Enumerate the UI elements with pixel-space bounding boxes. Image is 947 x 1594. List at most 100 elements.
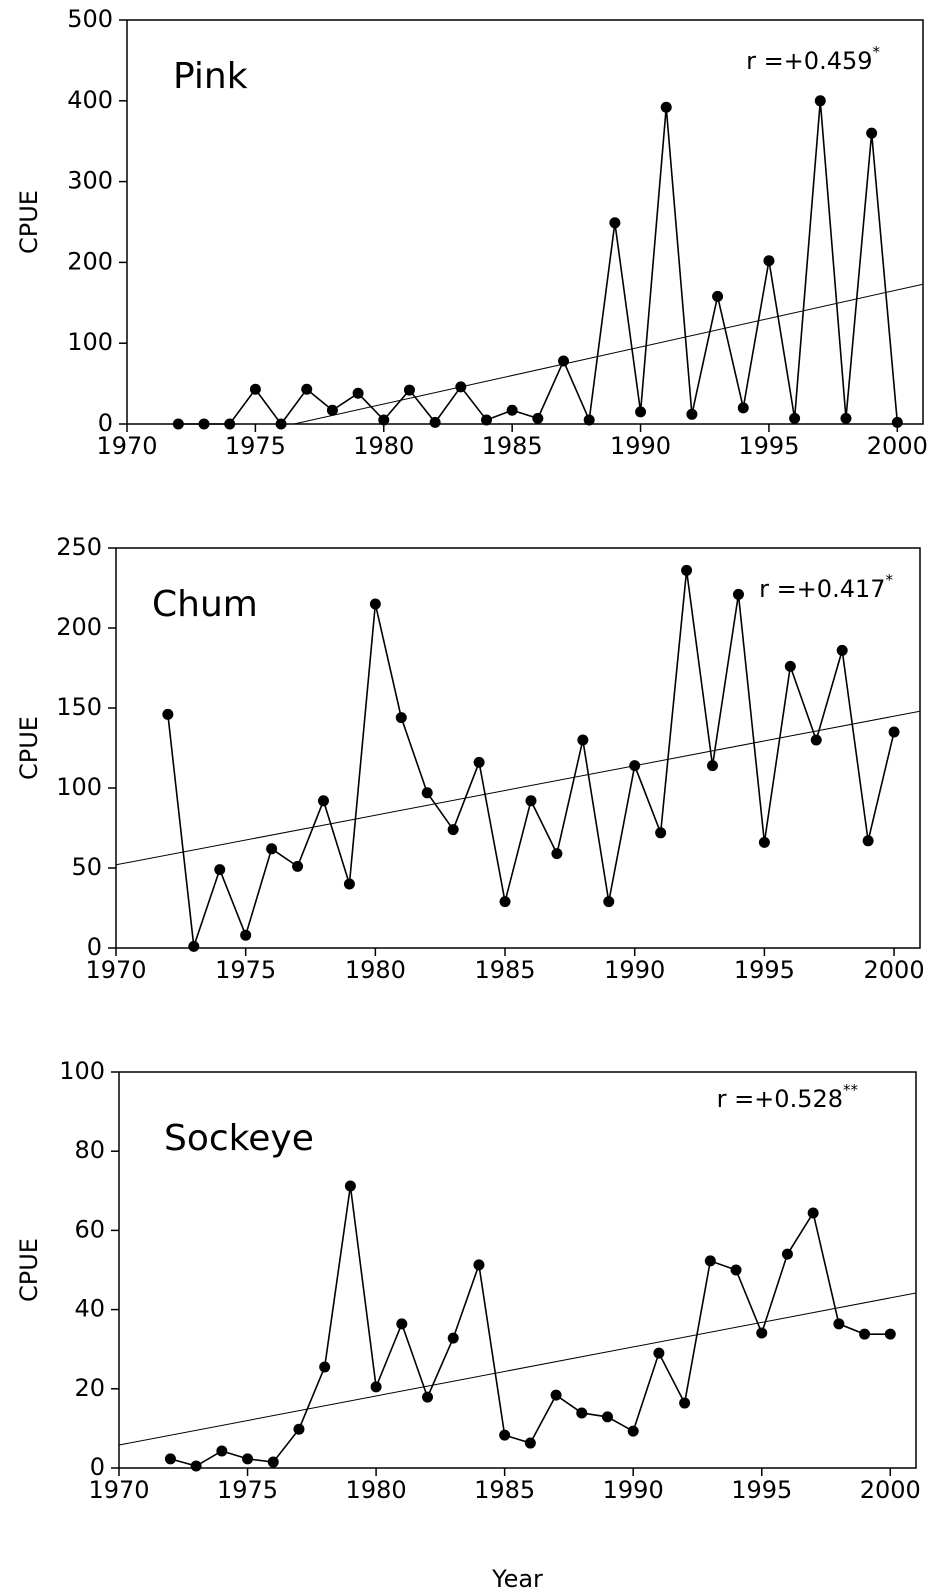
x-tick-label: 1975	[217, 1476, 278, 1504]
x-tick-label: 1990	[610, 432, 671, 460]
data-point	[422, 1391, 434, 1403]
y-axis-label: CPUE	[15, 1238, 43, 1302]
data-point	[840, 412, 852, 424]
x-tick-label: 1995	[738, 432, 799, 460]
y-tick-label: 300	[67, 167, 113, 195]
y-tick-label: 100	[59, 1057, 105, 1085]
y-tick-label: 60	[74, 1215, 105, 1243]
data-point	[447, 1332, 459, 1344]
data-point	[532, 412, 544, 424]
plot-frame	[118, 1071, 917, 1469]
data-point	[833, 1318, 845, 1330]
data-point	[732, 588, 744, 600]
data-point	[378, 414, 390, 426]
y-tick-label: 150	[56, 693, 102, 721]
data-point	[789, 412, 801, 424]
data-point	[480, 414, 492, 426]
plot-frame	[115, 547, 921, 949]
plot-frame	[126, 19, 924, 425]
x-tick-label: 1970	[88, 1476, 149, 1504]
x-tick-label: 1985	[474, 956, 535, 984]
x-tick-label: 1975	[215, 956, 276, 984]
data-point	[551, 848, 563, 860]
x-tick-label: 1985	[474, 1476, 535, 1504]
correlation-value: r =+0.417	[759, 575, 885, 603]
data-point	[326, 404, 338, 416]
trend-line	[115, 710, 921, 866]
x-axis-label: Year	[491, 1565, 543, 1593]
correlation-annotation: r =+0.417*	[759, 571, 893, 604]
x-tick-label: 1970	[96, 432, 157, 460]
data-point	[525, 795, 537, 807]
data-point	[499, 896, 511, 908]
y-tick-label: 250	[56, 533, 102, 561]
y-tick-label: 400	[67, 86, 113, 114]
data-point	[660, 101, 672, 113]
data-point	[891, 416, 903, 428]
data-point	[369, 598, 381, 610]
data-point	[266, 843, 278, 855]
data-point	[343, 878, 355, 890]
data-point	[319, 1361, 331, 1373]
y-tick-label: 200	[67, 247, 113, 275]
data-point	[758, 836, 770, 848]
data-point	[172, 418, 184, 430]
data-point	[240, 929, 252, 941]
data-point	[836, 644, 848, 656]
data-point	[455, 381, 467, 393]
data-point	[679, 1397, 691, 1409]
data-point	[737, 402, 749, 414]
data-point	[242, 1453, 254, 1465]
data-point	[216, 1445, 228, 1457]
data-point	[447, 824, 459, 836]
data-point	[814, 95, 826, 107]
data-point	[866, 127, 878, 139]
x-tick-label: 1985	[482, 432, 543, 460]
y-tick-label: 0	[90, 1453, 105, 1481]
data-point	[603, 896, 615, 908]
species-label: Sockeye	[164, 1118, 314, 1159]
data-point	[712, 290, 724, 302]
y-tick-label: 40	[74, 1295, 105, 1323]
data-point	[629, 760, 641, 772]
data-point	[292, 860, 304, 872]
data-point	[344, 1180, 356, 1192]
correlation-annotation: r =+0.459*	[746, 43, 880, 76]
data-point	[784, 660, 796, 672]
data-point	[756, 1327, 768, 1339]
data-point	[859, 1328, 871, 1340]
x-tick-label: 1980	[353, 432, 414, 460]
x-tick-label: 1980	[346, 1476, 407, 1504]
data-point	[810, 734, 822, 746]
data-line	[178, 100, 899, 426]
x-tick-label: 1980	[345, 956, 406, 984]
x-tick-label: 1990	[604, 956, 665, 984]
y-tick-label: 0	[98, 409, 113, 437]
data-point	[214, 864, 226, 876]
data-point	[275, 418, 287, 430]
data-point	[681, 564, 693, 576]
data-point	[601, 1411, 613, 1423]
significance-mark: *	[886, 571, 894, 589]
data-point	[396, 1318, 408, 1330]
data-point	[249, 383, 261, 395]
data-point	[576, 1407, 588, 1419]
species-label: Pink	[173, 56, 248, 97]
data-point	[421, 787, 433, 799]
data-point	[704, 1255, 716, 1267]
data-point	[198, 418, 210, 430]
species-label: Chum	[152, 584, 258, 625]
data-point	[293, 1423, 305, 1435]
data-point	[188, 940, 200, 952]
data-point	[730, 1264, 742, 1276]
data-point	[190, 1460, 202, 1472]
data-point	[583, 414, 595, 426]
data-point	[224, 418, 236, 430]
x-tick-label: 1990	[603, 1476, 664, 1504]
y-tick-label: 20	[74, 1374, 105, 1402]
y-tick-label: 100	[56, 773, 102, 801]
significance-mark: **	[843, 1081, 859, 1099]
y-tick-label: 200	[56, 613, 102, 641]
data-point	[524, 1437, 536, 1449]
y-tick-label: 500	[67, 5, 113, 33]
